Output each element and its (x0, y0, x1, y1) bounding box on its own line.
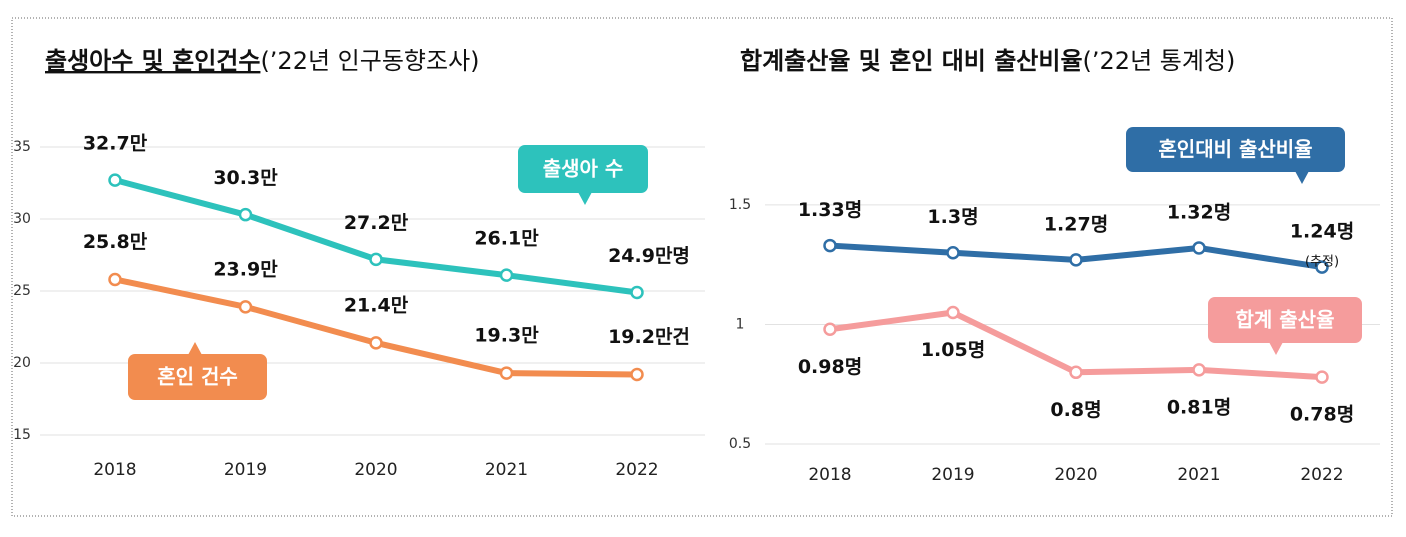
chart-title: 출생아수 및 혼인건수(’22년 인구동향조사) (45, 47, 480, 75)
x-tick-label: 2021 (1177, 465, 1220, 485)
x-tick-label: 2020 (1054, 465, 1097, 485)
y-tick-label: 0.5 (729, 436, 751, 452)
data-point (108, 173, 122, 187)
value-label: 32.7만 (83, 133, 148, 155)
data-point (946, 245, 960, 260)
chart-subtitle: (’22년 인구동향조사) (260, 47, 479, 75)
y-tick-label: 25 (13, 283, 31, 299)
value-label: 23.9만 (213, 258, 278, 280)
value-label: 1.3명 (927, 206, 978, 228)
legend-label: 혼인 건수 (157, 365, 238, 389)
value-label: 21.4만 (344, 294, 409, 316)
legend-label: 혼인대비 출산비율 (1158, 137, 1312, 161)
x-tick-label: 2018 (808, 465, 851, 485)
data-point (369, 252, 383, 267)
title-main: 합계출산율 및 혼인 대비 출산비율 (740, 47, 1083, 75)
value-label: 25.8만 (83, 231, 148, 253)
legend-pointer (1269, 342, 1283, 355)
value-label: 19.3만 (474, 325, 539, 347)
legend-label: 출생아 수 (543, 157, 624, 181)
frame (11, 17, 1393, 517)
x-tick-label: 2022 (615, 460, 658, 480)
data-point (1192, 241, 1206, 255)
x-tick-label: 2019 (224, 460, 267, 480)
legend-box (1208, 297, 1362, 343)
value-label: 24.9만명 (608, 245, 690, 267)
data-point (630, 285, 644, 300)
value-label: 30.3만 (213, 167, 278, 189)
title-main: 출생아수 및 혼인건수 (45, 47, 260, 75)
annotation: (추정) (1305, 255, 1339, 270)
value-label: 1.05명 (921, 339, 985, 361)
x-tick-label: 2020 (354, 460, 397, 480)
data-point (238, 300, 253, 314)
value-label: 26.1만 (474, 228, 539, 250)
value-label: 1.32명 (1167, 201, 1231, 223)
value-label: 27.2만 (344, 212, 409, 234)
x-tick-label: 2019 (931, 465, 974, 485)
y-tick-label: 15 (13, 427, 31, 443)
data-point (499, 268, 514, 282)
data-point (946, 305, 960, 320)
y-tick-label: 20 (13, 355, 31, 371)
value-label: 0.78명 (1290, 404, 1354, 426)
data-point (499, 366, 514, 380)
x-tick-label: 2022 (1300, 465, 1343, 485)
series-line (114, 177, 638, 296)
legend-pointer (1295, 171, 1309, 184)
data-point (238, 207, 253, 222)
legend-pointer (578, 192, 592, 205)
data-point (1192, 363, 1206, 377)
value-label: 0.81명 (1167, 396, 1231, 418)
value-label: 1.33명 (798, 199, 862, 221)
value-label: 0.8명 (1050, 399, 1101, 421)
data-point (1069, 253, 1083, 267)
data-point (369, 336, 383, 350)
value-label: 1.24명 (1290, 221, 1354, 243)
data-point (823, 238, 837, 253)
y-tick-label: 35 (13, 139, 31, 155)
x-tick-label: 2018 (93, 460, 136, 480)
legend-box (1126, 127, 1345, 172)
data-point (1315, 260, 1329, 274)
y-tick-label: 30 (13, 211, 31, 227)
data-point (108, 272, 122, 287)
value-label: 19.2만건 (608, 326, 690, 348)
legend-box (518, 145, 648, 193)
legend-pointer (188, 342, 202, 355)
chart-subtitle: (’22년 통계청) (1083, 47, 1236, 75)
y-tick-label: 1.5 (729, 197, 751, 213)
value-label: 1.27명 (1044, 213, 1108, 235)
data-point (630, 367, 644, 382)
legend-box (128, 354, 267, 400)
x-tick-label: 2021 (485, 460, 528, 480)
chart-title: 합계출산율 및 혼인 대비 출산비율(’22년 통계청) (740, 47, 1235, 75)
data-point (823, 322, 837, 337)
legend-label: 합계 출산율 (1236, 308, 1335, 332)
y-tick-label: 1 (736, 316, 745, 332)
value-label: 0.98명 (798, 356, 862, 378)
data-point (1315, 370, 1329, 384)
data-point (1069, 365, 1083, 380)
